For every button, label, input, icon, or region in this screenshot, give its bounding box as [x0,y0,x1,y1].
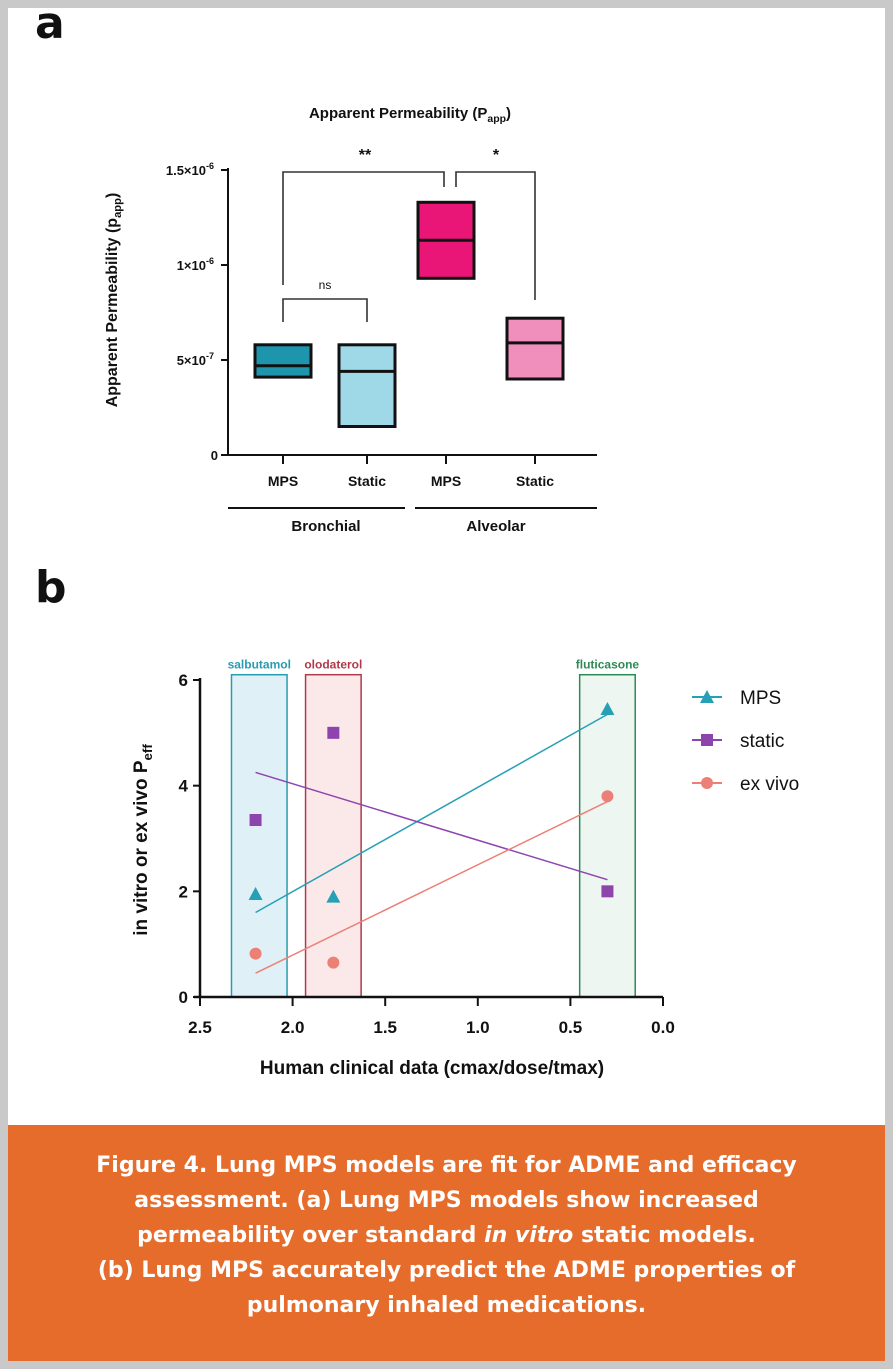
x-axis-label: Human clinical data (cmax/dose/tmax) [260,1058,604,1079]
caption-text: permeability over standard [137,1223,485,1248]
x-tick-label: 1.0 [466,1018,490,1037]
fit-line-ex-vivo [255,800,608,974]
y-tick-label: 4 [179,777,189,796]
y-axis-label: in vitro or ex vivo Peff [131,744,155,936]
fit-line-MPS [255,713,608,914]
box-chart-permeability: Apparent Permeability (Papp) Apparent Per… [104,105,597,535]
x-tick-label: 2.5 [188,1018,212,1037]
data-point-MPS [600,702,615,716]
region-label: salbutamol [228,658,291,672]
y-tick-label: 1.5×10-6 [166,161,214,178]
box-0 [253,343,313,379]
region-label: olodaterol [304,658,362,672]
caption-line: pulmonary inhaled medications. [246,1293,647,1318]
x-tick-label: 2.0 [281,1018,305,1037]
data-point-static [601,885,614,898]
x-tick-label: Static [516,473,554,489]
significance-label: ns [319,278,332,292]
y-tick-label: 6 [179,671,188,690]
y-tick-label: 0 [179,988,188,1007]
significance-bracket [282,171,445,285]
data-point-ex-vivo [601,790,614,803]
fit-line-static [255,771,608,881]
significance-label: * [493,147,500,164]
x-tick-label: 0.0 [651,1018,675,1037]
panel-label-b: b [35,562,67,613]
y-axis-label: Apparent Permeability (papp) [104,193,124,408]
significance-bracket [455,171,536,300]
region-label: fluticasone [576,658,640,672]
figure-panel [8,8,885,1125]
data-point-static [249,814,262,827]
y-tick-label: 5×10-7 [177,351,214,368]
caption-italic: in vitro [484,1223,574,1248]
data-point-ex-vivo [249,947,262,960]
legend-label: static [740,731,784,752]
caption-line: permeability over standard in vitro stat… [8,1218,885,1253]
data-point-MPS [326,889,341,903]
scatter-chart-peff: salbutamol olodaterol fluticasone 0 2 4 6 2.5 2.… [131,658,799,1079]
y-tick-label: 1×10-6 [177,256,214,273]
box-1 [337,343,397,428]
caption-line: (b) Lung MPS accurately predict the ADME… [97,1258,796,1283]
x-tick-label: MPS [431,473,461,489]
x-tick-label: Static [348,473,386,489]
x-tick-label: 0.5 [559,1018,583,1037]
figure-caption: Figure 4. Lung MPS models are fit for AD… [8,1125,885,1361]
legend-marker [701,777,713,789]
region-olodaterol [304,673,362,998]
y-tick-label: 2 [179,882,188,901]
group-label: Alveolar [466,518,525,535]
y-tick-label: 0 [211,448,218,463]
caption-line: assessment. (a) Lung MPS models show inc… [134,1188,759,1213]
region-salbutamol [230,673,288,998]
region-fluticasone [578,673,636,998]
x-tick-label: 1.5 [373,1018,397,1037]
legend-marker [701,734,713,746]
chart-title: Apparent Permeability (Papp) [309,105,511,125]
data-point-MPS [248,886,263,900]
significance-bracket [282,298,368,322]
x-tick-label: MPS [268,473,298,489]
legend-label: MPS [740,688,781,709]
box-3 [505,316,565,381]
significance-label: ** [359,147,372,164]
data-point-static [327,726,340,739]
panel-label-a: a [35,0,65,49]
data-point-ex-vivo [327,956,340,969]
legend-label: ex vivo [740,774,799,795]
group-label: Bronchial [291,518,360,535]
caption-line: Figure 4. Lung MPS models are fit for AD… [96,1153,797,1178]
legend-marker [700,690,714,703]
caption-text: static models. [573,1223,756,1248]
